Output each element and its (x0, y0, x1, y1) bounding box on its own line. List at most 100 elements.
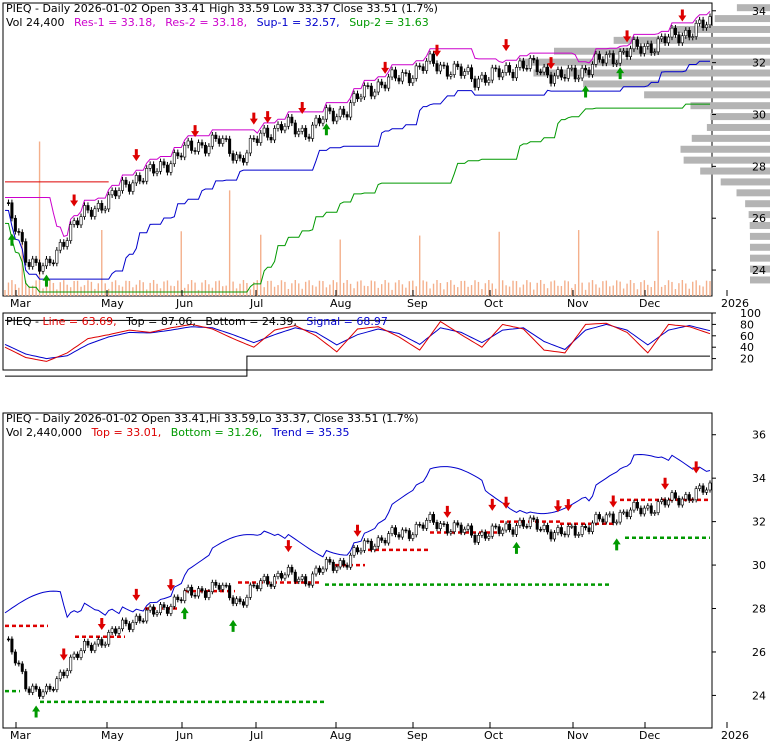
axis-tick-label: 30 (752, 559, 766, 572)
sell-arrow (502, 39, 511, 52)
candle-body (508, 65, 512, 73)
axis-tick-label: 34 (752, 5, 766, 18)
candle-body (24, 671, 28, 690)
candle-body (138, 615, 142, 622)
candle-body (590, 522, 594, 532)
axis-tick-label: 100 (740, 307, 761, 320)
candle-body (359, 96, 363, 100)
month-label: Jul (249, 297, 263, 310)
trend-axis-ticks: 36 34 32 30 28 26 24 (712, 429, 766, 702)
candle-body (608, 53, 612, 55)
candle-body (473, 78, 477, 88)
buy-arrow (612, 538, 621, 551)
sup2-legend: Sup-2 = 31.63 (349, 16, 429, 29)
candle-body (231, 153, 235, 161)
candle-body (414, 524, 418, 536)
candle-body (314, 567, 318, 575)
candle-body (546, 525, 550, 533)
candle-body (584, 67, 588, 71)
candle-body (328, 107, 332, 112)
candle-body (549, 531, 553, 540)
candle-body (425, 60, 429, 71)
oscillator-legend: PIEQ - Line = 63.69, Top = 87.06, Bottom… (6, 315, 388, 328)
candle-body (34, 685, 38, 690)
volume-profile-bar (736, 189, 770, 197)
candle-body (193, 594, 197, 597)
sup1-line (4, 60, 710, 280)
candle-body (445, 65, 449, 77)
candle-body (604, 514, 608, 523)
sell-arrow (692, 461, 701, 474)
sell-arrow (553, 500, 562, 513)
axis-tick-label: 30 (752, 108, 766, 121)
candle-body (625, 511, 629, 517)
candle-body (701, 19, 705, 29)
candle-body (179, 599, 183, 602)
candle-body (684, 494, 688, 500)
candle-body (307, 136, 311, 139)
candle-body (615, 62, 619, 65)
trend-panel-legend: Vol 2,440,000 Top = 33.01, Bottom = 31.2… (6, 426, 350, 439)
volume-profile-bar (700, 167, 770, 175)
candle-body (618, 51, 622, 64)
candle-body (311, 124, 315, 139)
candle-body (663, 499, 667, 506)
candle-body (217, 585, 221, 590)
candle-body (269, 583, 273, 587)
candle-body (276, 124, 280, 129)
candle-body (698, 19, 702, 24)
price-panel-lines (4, 11, 711, 293)
candle-body (100, 203, 104, 211)
candle-body (521, 519, 525, 527)
axis-tick-label: 80 (740, 318, 754, 331)
sell-arrow (381, 61, 390, 74)
candle-body (397, 534, 401, 538)
candle-body (297, 578, 301, 582)
sell-arrow (502, 496, 511, 509)
candle-body (96, 639, 100, 645)
candle-body (680, 35, 684, 44)
candle-body (176, 152, 180, 157)
candle-body (231, 597, 235, 604)
candle-body (532, 57, 536, 61)
candle-body (435, 522, 439, 529)
candle-body (708, 16, 712, 26)
candle-body (283, 574, 287, 579)
candle-body (528, 517, 532, 527)
candle-body (449, 74, 453, 77)
candle-body (93, 643, 97, 651)
candle-body (293, 122, 297, 135)
trend-candles (6, 480, 712, 700)
candle-body (248, 138, 252, 154)
candle-body (428, 53, 432, 62)
candle-body (252, 138, 256, 140)
candle-body (114, 190, 118, 197)
month-label: Dec (639, 729, 660, 742)
volume-profile-bar (533, 69, 770, 77)
candle-body (62, 242, 66, 247)
axis-tick-label: 26 (752, 212, 766, 225)
candle-body (400, 72, 404, 82)
candle-body (48, 258, 52, 264)
buy-arrow (616, 67, 625, 80)
candle-body (210, 582, 214, 592)
candle-body (698, 485, 702, 489)
candle-body (670, 27, 674, 38)
res2-legend: Res-2 = 33.18, (165, 16, 247, 29)
candle-body (705, 24, 709, 29)
candle-body (642, 46, 646, 54)
candle-body (708, 482, 712, 491)
res1-legend: Res-1 = 33.18, (74, 16, 156, 29)
candle-body (418, 65, 422, 68)
price-candles (6, 13, 712, 275)
buy-arrow (180, 607, 189, 620)
bottom-level-line (5, 355, 710, 377)
candle-body (162, 161, 166, 166)
candle-body (245, 597, 249, 606)
candle-body (542, 525, 546, 530)
volume-profile-bar (644, 91, 770, 99)
candle-body (338, 560, 342, 568)
candle-body (566, 67, 570, 79)
candle-body (483, 74, 487, 83)
